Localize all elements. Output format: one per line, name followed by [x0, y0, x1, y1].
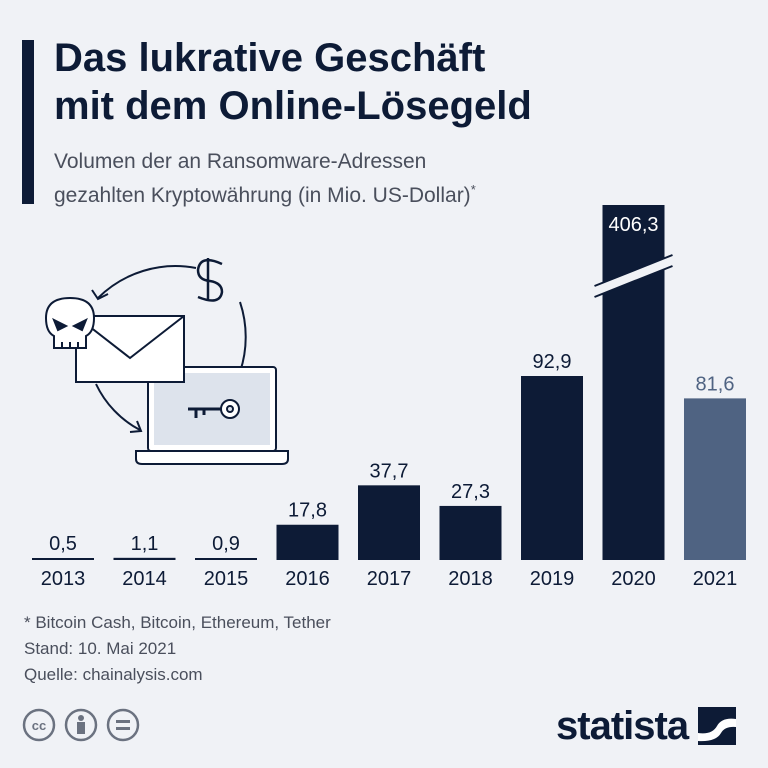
bar-2018	[439, 505, 502, 560]
footnote-date: Stand: 10. Mai 2021	[24, 639, 177, 658]
x-tick-label-2017: 2017	[367, 568, 412, 590]
ransomware-illustration-icon	[44, 258, 289, 465]
value-label-2018: 27,3	[451, 481, 490, 503]
statista-brand[interactable]: statista	[556, 704, 737, 748]
statista-logo-icon	[698, 707, 737, 745]
x-tick-label-2020: 2020	[611, 568, 656, 590]
brand-name: statista	[556, 704, 689, 748]
footnote-source: Quelle: chainalysis.com	[24, 665, 203, 684]
x-tick-label-2013: 2013	[41, 568, 86, 590]
bar-2020	[602, 205, 665, 560]
no-derivatives-icon[interactable]	[106, 708, 140, 742]
bar-2013	[32, 558, 94, 560]
bar-2015	[195, 558, 257, 560]
footnote-note: * Bitcoin Cash, Bitcoin, Ethereum, Tethe…	[24, 613, 331, 632]
axis-break-line-top	[594, 254, 673, 287]
axis-break-line-bottom	[594, 265, 673, 298]
x-tick-label-2015: 2015	[204, 568, 249, 590]
bar-2016	[276, 524, 339, 560]
title-accent-bar	[22, 40, 34, 204]
value-label-2019: 92,9	[533, 351, 572, 373]
subtitle-line-2: gezahlten Kryptowährung (in Mio. US-Doll…	[54, 184, 471, 207]
value-label-2020: 406,3	[608, 214, 658, 236]
bar-chart: 0,5 2013 1,1 2014 0,9 2015 17,8 2016 37,7 2017 27,…	[32, 205, 746, 590]
value-label-2013: 0,5	[49, 533, 77, 555]
creative-commons-icon[interactable]: cc	[22, 708, 56, 742]
bar-2019	[521, 376, 583, 560]
title-line-1: Das lukrative Geschäft	[54, 36, 486, 80]
license-icons: cc	[22, 708, 140, 742]
bar-2021	[684, 398, 746, 560]
chart-title: Das lukrative Geschäft mit dem Online-Lö…	[54, 34, 532, 130]
footnotes: * Bitcoin Cash, Bitcoin, Ethereum, Tethe…	[24, 610, 331, 688]
subtitle-footnote-mark: *	[470, 182, 476, 197]
chart-subtitle: Volumen der an Ransomware-Adressen gezah…	[54, 148, 476, 210]
subtitle-line-1: Volumen der an Ransomware-Adressen	[54, 150, 427, 173]
title-line-2: mit dem Online-Lösegeld	[54, 84, 532, 128]
bar-2017	[358, 485, 420, 560]
x-tick-label-2021: 2021	[693, 568, 738, 590]
value-label-2016: 17,8	[288, 500, 327, 522]
value-label-2015: 0,9	[212, 533, 240, 555]
value-label-2014: 1,1	[131, 533, 159, 555]
bars-group: 0,5 2013 1,1 2014 0,9 2015 17,8 2016 37,7 2017 27,…	[32, 205, 746, 590]
attribution-icon[interactable]	[64, 708, 98, 742]
value-label-2021: 81,6	[696, 373, 735, 395]
x-tick-label-2016: 2016	[285, 568, 330, 590]
bar-2014	[113, 557, 176, 560]
axis-break-2020	[594, 255, 673, 297]
x-tick-label-2014: 2014	[122, 568, 167, 590]
svg-text:cc: cc	[32, 718, 46, 733]
x-tick-label-2019: 2019	[530, 568, 575, 590]
x-tick-label-2018: 2018	[448, 568, 493, 590]
value-label-2017: 37,7	[370, 460, 409, 482]
